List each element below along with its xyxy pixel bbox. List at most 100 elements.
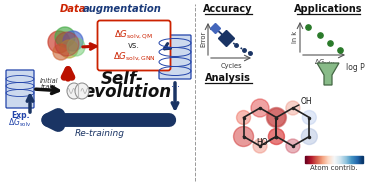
Text: $\Delta G_{\sf solv}$: $\Delta G_{\sf solv}$ [8, 117, 32, 129]
Circle shape [60, 40, 78, 58]
Circle shape [251, 99, 269, 117]
Bar [336, 156, 337, 163]
Ellipse shape [75, 83, 89, 99]
Bar [329, 156, 330, 163]
Bar [361, 156, 362, 163]
Circle shape [53, 44, 69, 60]
Bar [305, 156, 306, 163]
Circle shape [268, 129, 284, 144]
Bar [346, 156, 347, 163]
Bar [317, 156, 318, 163]
Bar [321, 156, 322, 163]
Text: evolution: evolution [83, 83, 171, 101]
Text: Data: Data [60, 4, 87, 14]
Bar [318, 156, 319, 163]
Bar [328, 156, 329, 163]
Text: Initial: Initial [40, 78, 58, 84]
Bar [319, 156, 320, 163]
Bar [311, 156, 312, 163]
Bar [333, 156, 334, 163]
Circle shape [253, 139, 267, 153]
Bar [362, 156, 363, 163]
Bar [310, 156, 311, 163]
Bar [340, 156, 341, 163]
Text: ...: ... [170, 79, 180, 89]
Bar [334, 156, 335, 163]
Text: Cycles: Cycles [220, 63, 242, 69]
Bar [331, 156, 332, 163]
Bar [359, 156, 360, 163]
Text: Exp.: Exp. [11, 110, 29, 120]
Polygon shape [317, 63, 339, 85]
Bar [353, 156, 354, 163]
Bar [344, 156, 345, 163]
Circle shape [266, 107, 287, 127]
Bar [332, 156, 333, 163]
Circle shape [286, 101, 300, 115]
Bar [314, 156, 315, 163]
Bar [323, 156, 324, 163]
Circle shape [48, 31, 70, 53]
Text: log P: log P [346, 63, 365, 71]
Text: OH: OH [301, 97, 313, 107]
Circle shape [268, 108, 285, 127]
FancyBboxPatch shape [98, 21, 170, 70]
Text: Error: Error [200, 31, 206, 47]
Text: Re-training: Re-training [75, 129, 125, 137]
Bar [309, 156, 310, 163]
Bar [322, 156, 323, 163]
FancyBboxPatch shape [6, 70, 34, 108]
Circle shape [286, 139, 300, 153]
Text: Self-: Self- [101, 70, 143, 88]
Text: ln k: ln k [292, 31, 298, 43]
Text: $\Delta G_{\sf solv}$: $\Delta G_{\sf solv}$ [314, 58, 335, 68]
Text: train.: train. [40, 84, 58, 90]
Bar [350, 156, 351, 163]
Bar [348, 156, 349, 163]
Circle shape [237, 110, 251, 125]
Bar [330, 156, 331, 163]
Circle shape [67, 38, 85, 56]
Circle shape [301, 129, 317, 144]
Circle shape [302, 110, 316, 125]
Bar [347, 156, 348, 163]
Bar [338, 156, 339, 163]
Bar [349, 156, 350, 163]
Bar [316, 156, 317, 163]
Bar [357, 156, 358, 163]
Text: $\Delta G_{\sf solv,GNN}$: $\Delta G_{\sf solv,GNN}$ [113, 51, 155, 63]
Bar [326, 156, 327, 163]
Bar [315, 156, 316, 163]
Text: HO: HO [256, 138, 268, 147]
Bar [313, 156, 314, 163]
Text: augmentation: augmentation [83, 4, 162, 14]
Bar [355, 156, 356, 163]
Text: $\Delta G_{\sf solv,QM}$: $\Delta G_{\sf solv,QM}$ [115, 29, 153, 41]
Bar [335, 156, 336, 163]
Text: Accuracy: Accuracy [203, 4, 253, 14]
Bar [324, 156, 325, 163]
Bar [327, 156, 328, 163]
Bar [306, 156, 307, 163]
Text: vs.: vs. [128, 41, 140, 51]
Circle shape [63, 31, 83, 51]
Bar [352, 156, 353, 163]
Bar [307, 156, 308, 163]
Text: Atom contrib.: Atom contrib. [310, 165, 358, 171]
Bar [320, 156, 321, 163]
Bar [354, 156, 355, 163]
Text: Applications: Applications [294, 4, 362, 14]
Bar [343, 156, 344, 163]
Circle shape [268, 129, 285, 144]
Circle shape [234, 127, 254, 147]
FancyBboxPatch shape [159, 35, 191, 79]
Ellipse shape [67, 83, 81, 99]
Bar [312, 156, 313, 163]
Bar [337, 156, 338, 163]
Bar [360, 156, 361, 163]
Circle shape [55, 32, 79, 56]
Circle shape [55, 27, 75, 47]
Bar [342, 156, 343, 163]
Bar [339, 156, 340, 163]
Bar [308, 156, 309, 163]
